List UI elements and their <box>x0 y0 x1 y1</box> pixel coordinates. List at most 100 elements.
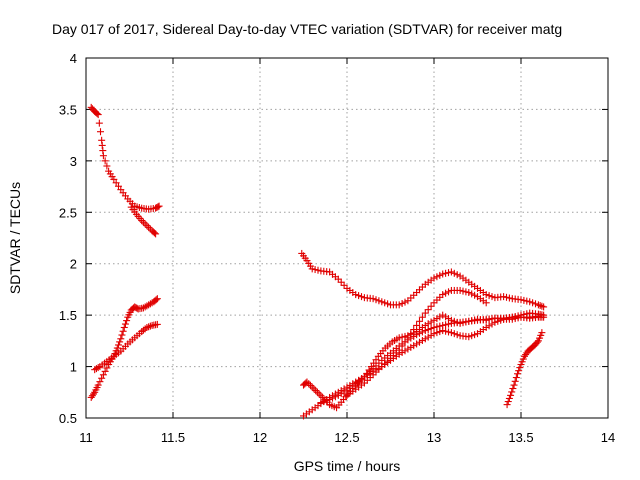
data-point <box>98 141 106 149</box>
data-point <box>302 379 310 387</box>
data-point <box>421 327 429 335</box>
data-point <box>462 288 470 296</box>
data-point <box>303 378 311 386</box>
data-point <box>439 311 447 319</box>
data-point <box>320 398 328 406</box>
data-point <box>139 218 147 226</box>
data-point <box>430 316 438 324</box>
data-point <box>323 397 331 405</box>
data-point <box>529 299 537 307</box>
data-point <box>533 338 541 346</box>
data-point <box>424 326 432 334</box>
data-point <box>442 289 450 297</box>
grid <box>86 58 608 418</box>
data-point <box>404 345 412 353</box>
data-point <box>516 364 524 372</box>
y-tick-label: 3.5 <box>59 102 77 117</box>
axis-ticks <box>85 57 609 419</box>
data-point <box>381 299 389 307</box>
data-point <box>331 393 339 401</box>
data-point <box>505 294 513 302</box>
data-point <box>427 302 435 310</box>
data-point <box>471 291 479 299</box>
data-point <box>99 152 107 160</box>
y-axis-label: SDTVAR / TECUs <box>7 182 23 294</box>
data-point <box>311 266 319 274</box>
data-point <box>442 321 450 329</box>
data-point <box>113 344 121 352</box>
x-tick-label: 13.5 <box>508 430 533 445</box>
x-axis-label: GPS time / hours <box>294 458 401 474</box>
data-point <box>450 330 458 338</box>
data-point <box>398 299 406 307</box>
data-point <box>103 162 111 170</box>
data-point <box>99 147 107 155</box>
data-point <box>418 328 426 336</box>
x-tick-label: 13 <box>427 430 441 445</box>
data-point <box>119 327 127 335</box>
data-point <box>372 296 380 304</box>
data-point <box>314 266 322 274</box>
data-point <box>433 315 441 323</box>
x-tick-label: 11.5 <box>161 430 185 445</box>
series-arc-2 <box>127 203 160 238</box>
data-point <box>352 291 360 299</box>
data-point <box>152 230 160 238</box>
data-point <box>93 110 101 118</box>
data-point <box>155 202 163 210</box>
y-tick-label: 1.5 <box>59 308 77 323</box>
data-point <box>145 223 153 231</box>
data-point <box>538 302 546 310</box>
data-point <box>413 340 421 348</box>
data-point <box>526 298 534 306</box>
data-point <box>401 298 409 306</box>
data-point <box>340 281 348 289</box>
data-point <box>315 390 323 398</box>
data-point <box>337 278 345 286</box>
data-point <box>507 391 515 399</box>
data-point <box>447 268 455 276</box>
data-point <box>96 378 104 386</box>
data-point <box>505 394 513 402</box>
data-point <box>485 322 493 330</box>
data-point <box>445 320 452 328</box>
data-point <box>98 374 106 382</box>
data-point <box>421 335 429 343</box>
data-point <box>340 388 348 396</box>
y-tick-label: 2 <box>70 257 77 272</box>
data-point <box>534 301 542 309</box>
data-point <box>121 320 129 328</box>
data-point <box>116 338 124 346</box>
data-point <box>334 275 342 283</box>
data-point <box>427 325 435 333</box>
data-point <box>410 332 418 340</box>
data-point <box>439 291 447 299</box>
data-point <box>427 331 435 339</box>
data-point <box>508 388 516 396</box>
data-point <box>410 326 418 334</box>
data-point <box>510 381 518 389</box>
data-point <box>118 331 126 339</box>
data-point <box>153 320 161 328</box>
y-tick-label: 2.5 <box>59 205 77 220</box>
data-point <box>503 293 510 301</box>
data-point <box>337 390 345 398</box>
data-points <box>87 103 548 420</box>
y-tick-labels: 0.5 1 1.5 2 2.5 3 3.5 4 <box>59 51 77 426</box>
data-point <box>326 395 334 403</box>
data-point <box>329 394 336 402</box>
data-point <box>305 380 313 388</box>
data-point <box>404 336 412 344</box>
data-point <box>138 217 146 225</box>
data-point <box>540 311 548 319</box>
data-point <box>433 323 441 331</box>
data-point <box>504 398 512 406</box>
data-point <box>401 347 409 355</box>
chart-title: Day 017 of 2017, Sidereal Day-to-day VTE… <box>52 21 562 37</box>
data-point <box>485 292 493 300</box>
data-point <box>407 334 415 342</box>
data-point <box>453 331 461 339</box>
data-point <box>95 119 103 127</box>
